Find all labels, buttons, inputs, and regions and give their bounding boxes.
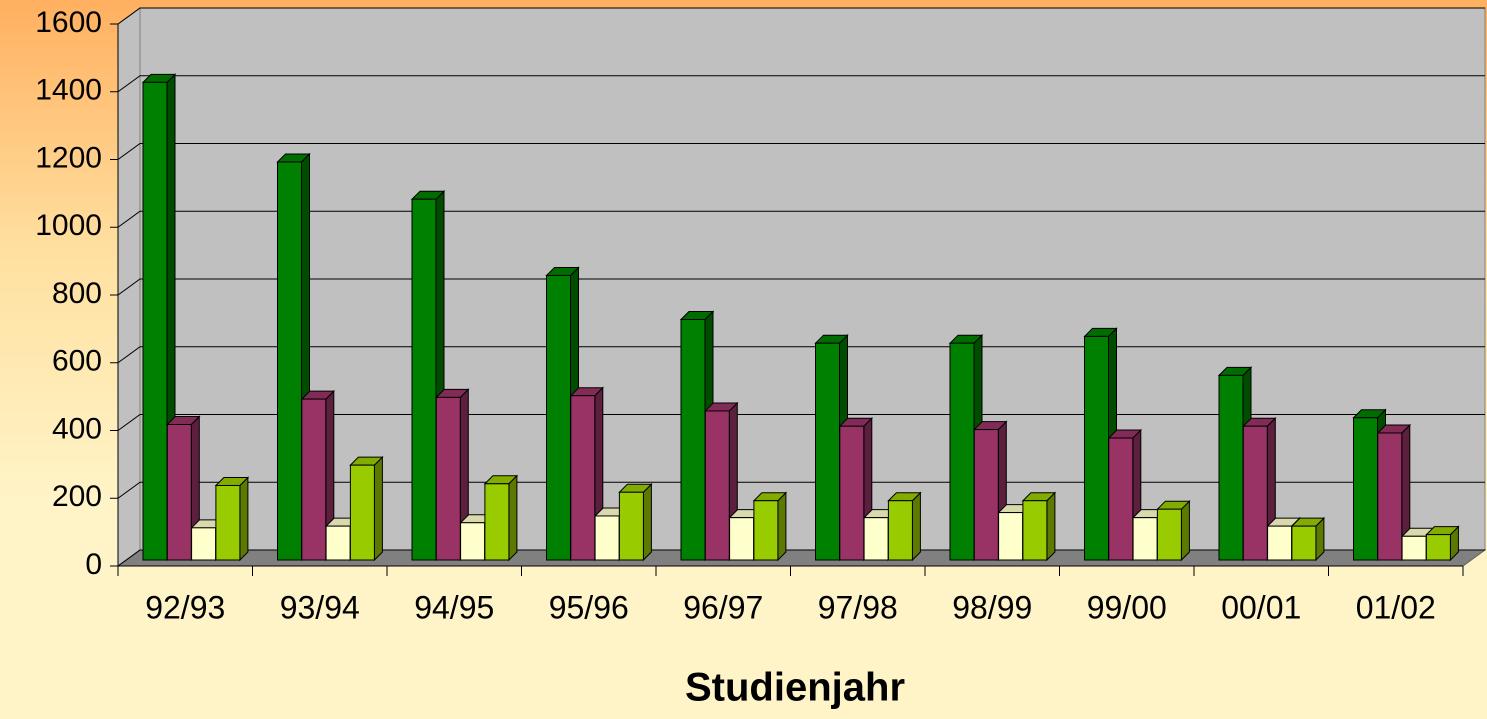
grid-line	[117, 414, 1485, 431]
x-axis-title: Studienjahr	[685, 666, 905, 710]
bar	[1218, 374, 1244, 561]
x-tick-label: 98/99	[952, 589, 1032, 625]
bar	[594, 515, 620, 561]
bar	[1156, 508, 1182, 561]
bar-side	[239, 476, 249, 562]
bar	[301, 398, 327, 561]
bar	[680, 318, 706, 561]
bar	[411, 198, 437, 561]
x-tick-label: 96/97	[683, 589, 763, 625]
bar	[973, 429, 999, 561]
y-tick-label: 1000	[35, 209, 102, 242]
bar-side	[1046, 491, 1056, 562]
y-tick-label: 600	[52, 345, 102, 378]
bar	[191, 527, 217, 561]
bar	[949, 342, 975, 561]
bar	[887, 500, 913, 561]
bar	[325, 525, 351, 561]
x-tick-label: 93/94	[280, 589, 360, 625]
x-tick-label: 01/02	[1356, 589, 1436, 625]
grid-line	[117, 143, 1485, 160]
bar-side	[1180, 499, 1190, 562]
grid-line	[117, 75, 1485, 93]
bar	[1425, 534, 1451, 561]
bar	[815, 342, 840, 561]
grid-line	[117, 278, 1485, 296]
plot-area: 0 200 400 600 800 1000 1200 1400 1600 92/93 93/94 9…	[35, 6, 1487, 625]
bar	[1267, 525, 1293, 561]
bar	[1084, 335, 1109, 561]
bar	[839, 425, 865, 561]
bar	[998, 512, 1024, 561]
y-tick-label: 0	[85, 548, 102, 581]
y-tick-label: 200	[52, 480, 102, 513]
y-tick-label: 1400	[35, 74, 102, 107]
y-tick-label: 1600	[35, 6, 102, 39]
bar-side	[777, 491, 787, 562]
bar	[570, 395, 596, 561]
grid-line	[117, 481, 1485, 499]
y-tick-label: 400	[52, 412, 102, 445]
bar-side	[911, 491, 921, 562]
bar-side	[642, 483, 652, 562]
grid-line	[117, 346, 1485, 364]
bar	[277, 161, 302, 561]
bar	[618, 491, 644, 561]
bar	[1022, 500, 1048, 561]
grid-line	[117, 210, 1485, 228]
y-tick-label: 1200	[35, 141, 102, 174]
x-tick-label: 99/00	[1087, 589, 1167, 625]
x-tick-label: 92/93	[145, 589, 225, 625]
bar-side	[373, 455, 383, 562]
bar	[166, 424, 192, 561]
bar	[1242, 425, 1268, 561]
x-tick-label: 97/98	[818, 589, 898, 625]
bar	[349, 464, 375, 561]
bar	[142, 81, 168, 561]
bar	[1353, 417, 1378, 561]
bar	[863, 517, 889, 561]
grid-line	[117, 7, 1485, 25]
bar	[1401, 535, 1427, 561]
bar	[704, 410, 730, 561]
x-tick-label: 00/01	[1221, 589, 1301, 625]
bar	[546, 274, 571, 561]
bar-side	[508, 474, 518, 562]
bar	[215, 484, 241, 561]
y-tick-label: 800	[52, 277, 102, 310]
bar	[1132, 517, 1158, 561]
bar	[753, 500, 779, 561]
x-tick-label: 94/95	[414, 589, 494, 625]
bar	[1108, 437, 1134, 561]
bar	[729, 517, 755, 561]
bar	[460, 522, 486, 561]
bar	[1291, 525, 1317, 561]
bar	[484, 483, 510, 561]
x-tick-label: 95/96	[549, 589, 629, 625]
bar	[1377, 432, 1403, 561]
bar	[435, 396, 461, 561]
